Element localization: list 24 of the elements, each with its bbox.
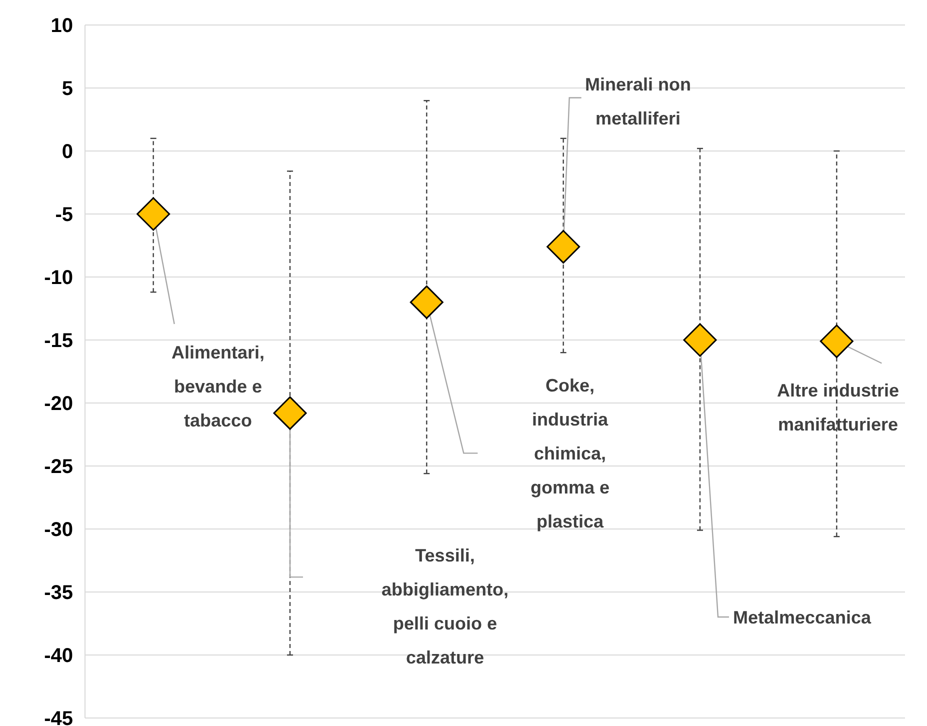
y-tick-label: -40 <box>44 645 73 667</box>
y-tick-label: -45 <box>44 708 73 726</box>
y-tick-label: -10 <box>44 267 73 289</box>
point <box>683 323 717 357</box>
point <box>820 324 854 358</box>
annotation: Alimentari, bevande e tabacco <box>171 342 265 430</box>
y-tick-label: 5 <box>62 78 73 100</box>
point <box>273 396 307 430</box>
y-tick-label: -5 <box>55 204 73 226</box>
point <box>410 285 444 319</box>
point <box>546 230 580 264</box>
y-tick-label: 0 <box>62 141 73 163</box>
annotation: Tessili, abbigliamento, pelli cuoio e calzature <box>381 545 509 668</box>
y-tick-label: -25 <box>44 456 73 478</box>
y-tick-label: 10 <box>50 15 73 37</box>
y-tick-label: -35 <box>44 582 73 604</box>
annotation: Metalmeccanica <box>732 607 872 628</box>
y-tick-label: -15 <box>44 330 73 352</box>
annotation: Coke, industria chimica, gomma e plastica <box>530 375 610 532</box>
annotation: Altre industrie manifatturiere <box>776 380 900 434</box>
y-tick-label: -30 <box>44 519 73 541</box>
y-tick-label: -20 <box>44 393 73 415</box>
annotation: Minerali non metalliferi <box>584 74 692 128</box>
point <box>136 197 170 231</box>
